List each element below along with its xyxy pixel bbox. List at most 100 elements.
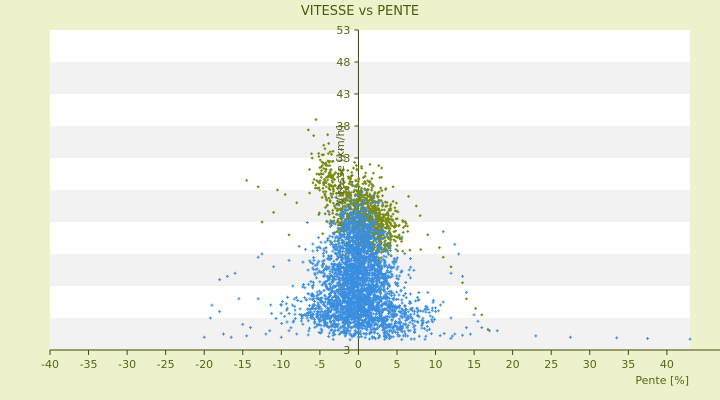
data-point [327, 210, 331, 214]
data-point [415, 307, 419, 311]
data-point [342, 327, 346, 331]
data-point [327, 288, 331, 292]
data-point [363, 240, 367, 244]
data-point [310, 298, 314, 302]
data-point [366, 320, 370, 324]
data-point [355, 225, 359, 229]
data-point [305, 220, 309, 224]
data-point [345, 315, 349, 319]
data-point [335, 186, 339, 190]
data-point [395, 276, 399, 280]
data-point [362, 319, 366, 323]
grid-band [50, 62, 690, 94]
data-point [395, 274, 399, 278]
data-point [371, 256, 375, 260]
data-point [386, 213, 391, 218]
data-point [363, 326, 367, 330]
data-point [347, 196, 351, 200]
data-point [323, 193, 327, 197]
data-point [322, 180, 326, 184]
data-point [364, 207, 368, 211]
data-point [323, 310, 327, 314]
data-point [367, 183, 371, 188]
data-point [352, 253, 356, 257]
data-point [374, 262, 378, 266]
data-point [376, 247, 380, 251]
data-point [392, 225, 396, 229]
data-point [360, 299, 364, 303]
data-point [387, 242, 391, 246]
data-point [307, 167, 312, 172]
data-point [329, 242, 333, 246]
data-point [317, 293, 321, 297]
data-point [378, 237, 382, 241]
data-point [329, 320, 333, 324]
data-point [338, 326, 342, 330]
data-point [384, 220, 388, 225]
data-point [358, 308, 362, 312]
data-point [380, 204, 384, 208]
data-point [390, 300, 394, 304]
data-point [327, 335, 331, 339]
data-point [355, 167, 359, 171]
data-point [340, 286, 344, 290]
data-point [568, 335, 572, 339]
data-point [345, 268, 349, 272]
data-point [372, 243, 376, 247]
x-tick-label: -40 [41, 358, 59, 371]
data-point [359, 229, 363, 233]
data-point [347, 304, 351, 308]
data-point [287, 329, 291, 333]
data-point [402, 329, 406, 333]
data-point [334, 243, 338, 247]
data-point [394, 305, 398, 309]
data-point [345, 276, 349, 280]
data-point [476, 319, 480, 323]
data-point [317, 186, 321, 190]
data-point [403, 312, 407, 316]
data-point [342, 197, 346, 201]
data-point [349, 263, 353, 267]
data-point [351, 224, 355, 228]
data-point [338, 289, 342, 293]
data-point [315, 248, 319, 252]
data-point [349, 228, 353, 232]
data-point [384, 272, 388, 276]
data-point [379, 230, 383, 234]
data-point [376, 203, 380, 208]
data-point [260, 220, 264, 224]
data-point [361, 280, 365, 284]
data-point [324, 163, 328, 167]
data-point [389, 208, 393, 212]
data-point [295, 201, 299, 205]
data-point [393, 221, 397, 225]
data-point [314, 183, 318, 187]
data-point [313, 273, 317, 277]
data-point [351, 325, 355, 329]
data-point [334, 247, 338, 251]
x-tick-label: -30 [118, 358, 136, 371]
data-point [363, 336, 367, 340]
data-point [311, 266, 315, 270]
data-point [311, 292, 315, 296]
data-point [348, 175, 352, 180]
data-point [322, 143, 326, 147]
data-point [322, 177, 327, 181]
data-point [336, 226, 340, 230]
data-point [378, 216, 382, 220]
data-point [374, 328, 378, 332]
data-point [237, 297, 241, 301]
data-point [366, 302, 370, 306]
data-point [334, 195, 338, 199]
data-point [319, 172, 323, 176]
data-point [375, 323, 379, 327]
data-point [338, 183, 342, 187]
data-point [367, 222, 371, 226]
data-point [372, 204, 376, 208]
data-point [331, 173, 336, 177]
data-point [352, 198, 356, 202]
data-point [323, 205, 328, 210]
data-point [362, 304, 366, 308]
data-point [391, 185, 395, 189]
